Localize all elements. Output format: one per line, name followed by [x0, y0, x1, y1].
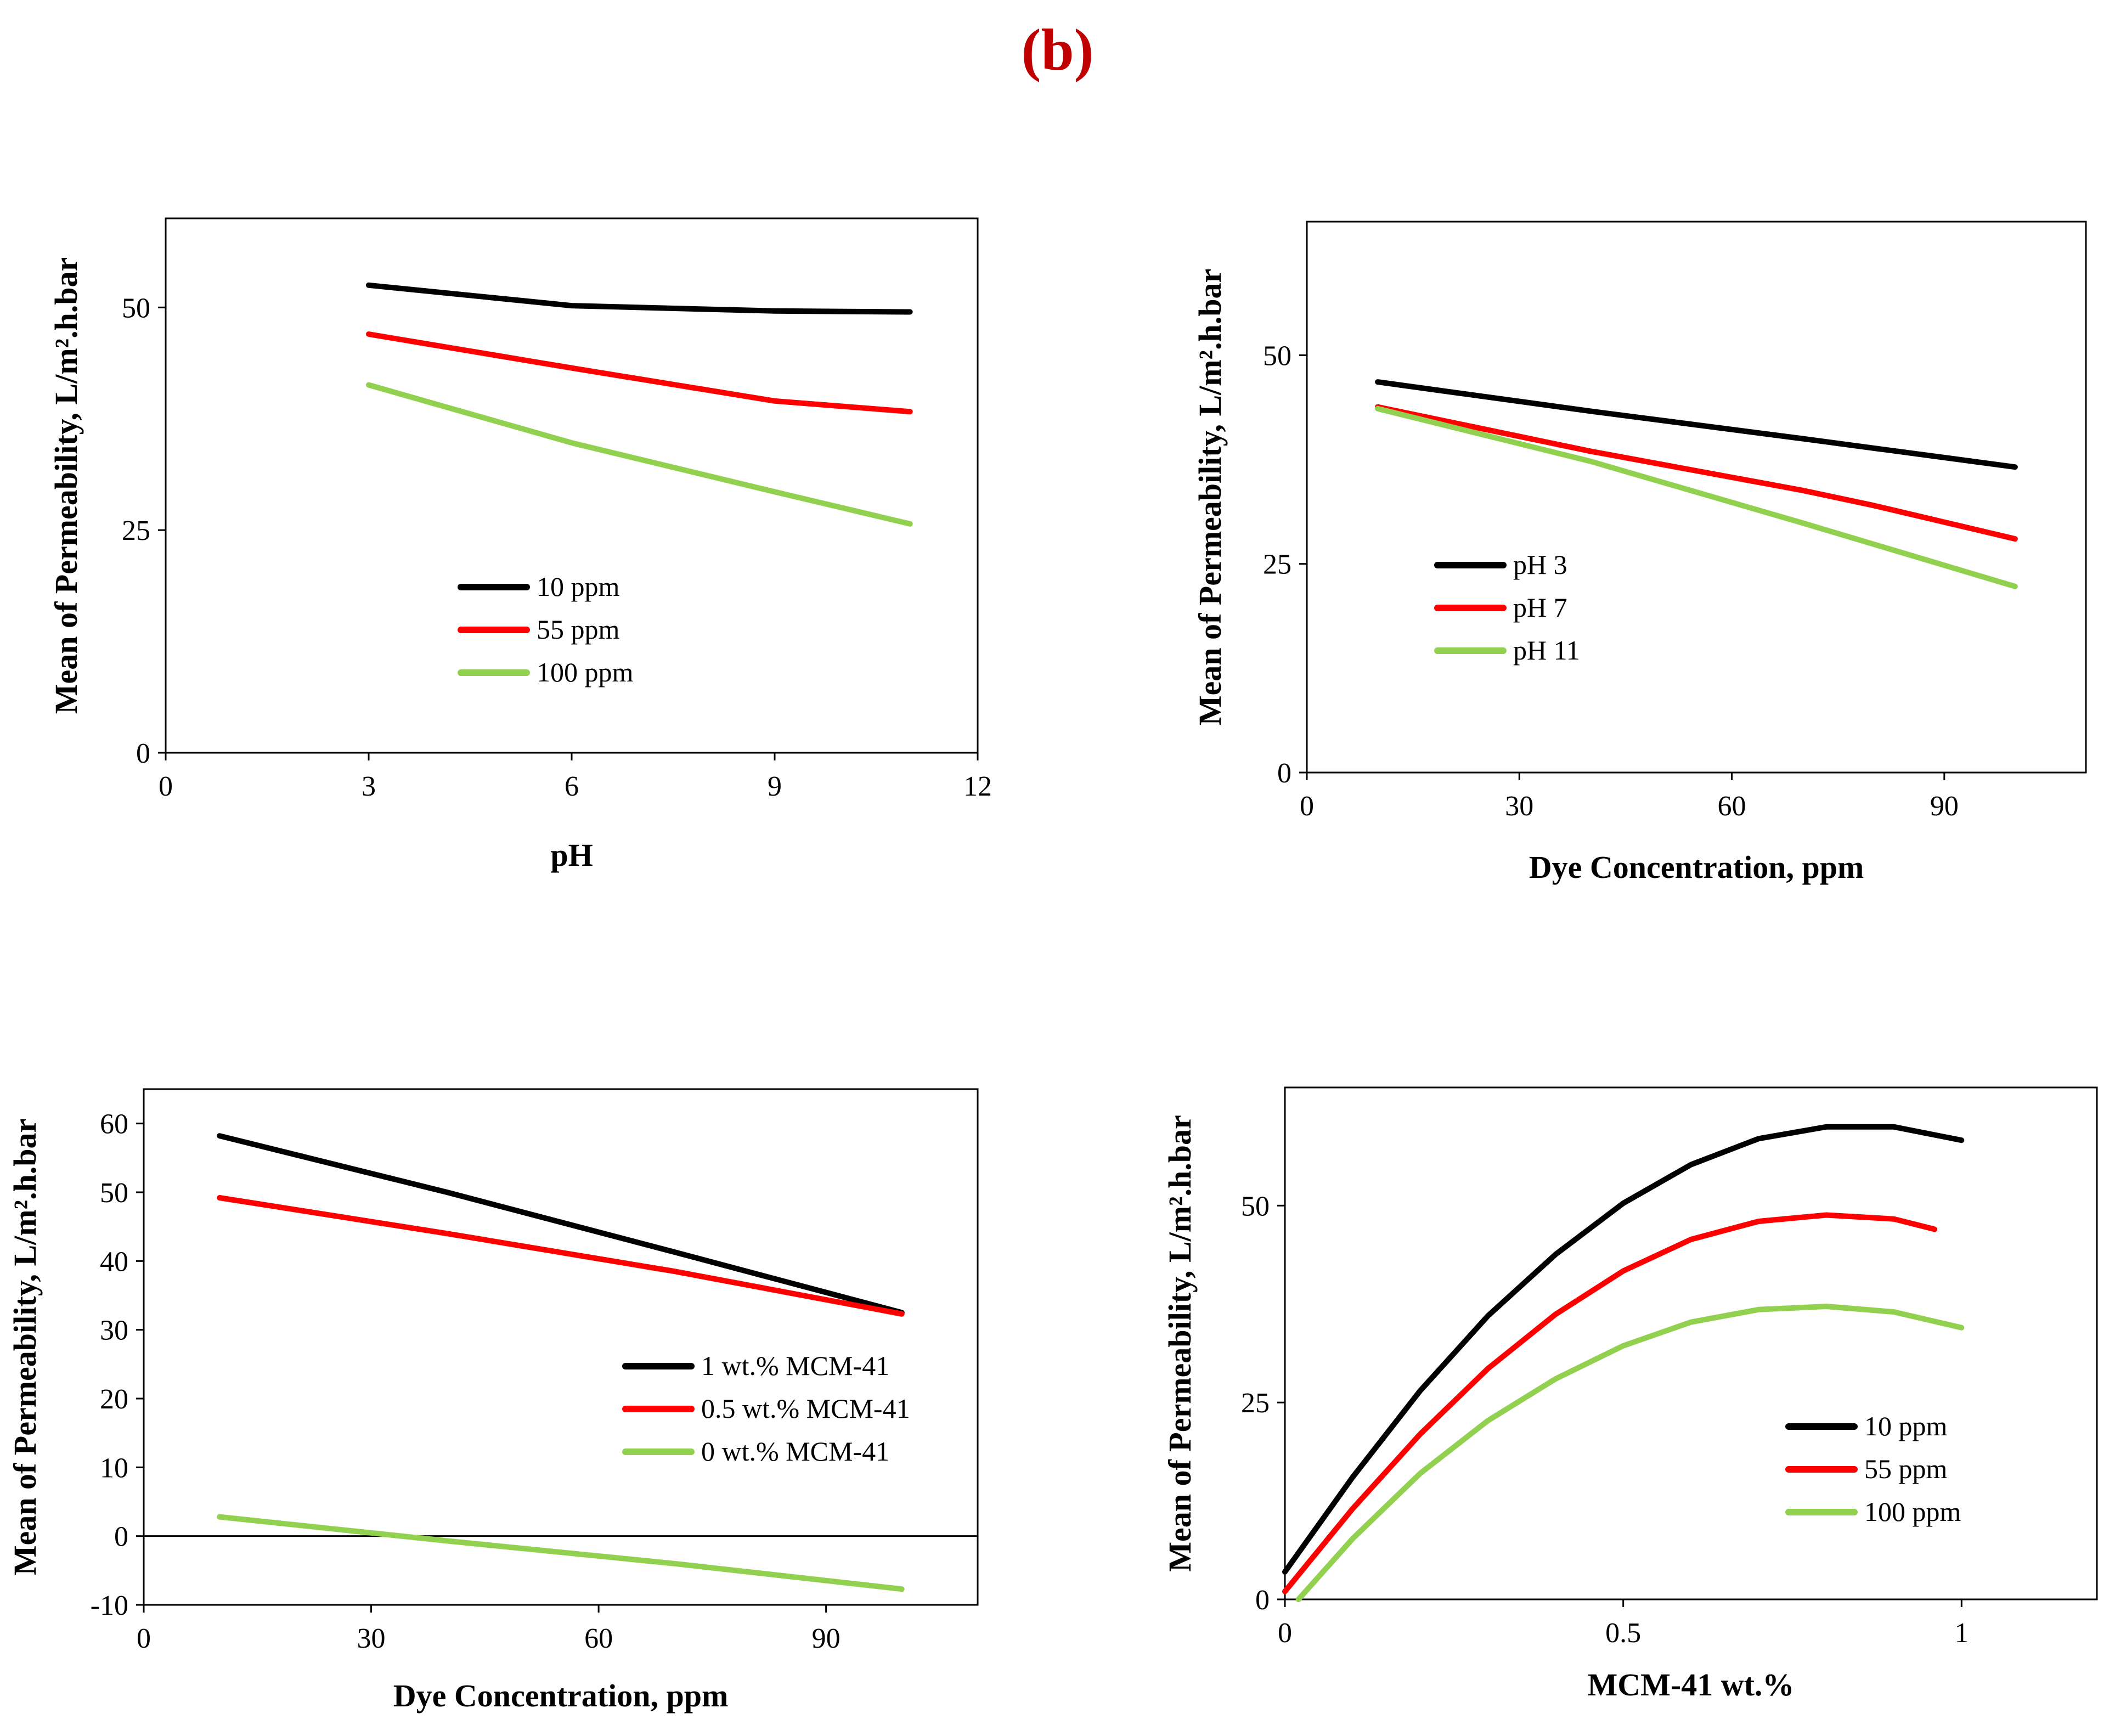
y-tick-label: 40 — [100, 1246, 128, 1277]
legend-label: pH 3 — [1513, 549, 1567, 580]
x-tick-label: 30 — [357, 1623, 386, 1654]
series-line-1 — [1282, 1124, 1965, 1575]
y-tick-label: 25 — [1241, 1388, 1270, 1419]
x-axis-title: Dye Concentration, ppm — [393, 1678, 729, 1714]
y-tick-label: 10 — [100, 1452, 128, 1484]
series-line-1 — [217, 1133, 905, 1316]
chart-panel-2: 0 30 60 90 0 25 50 Dye Concentration, ppm Mean o… — [1192, 221, 2087, 885]
y-tick-label: 0 — [136, 738, 150, 769]
legend-label: 55 ppm — [1864, 1453, 1948, 1484]
y-axis-title: Mean of Permeability, L/m².h.bar — [1162, 1115, 1198, 1572]
legend-label: 100 ppm — [1864, 1496, 1961, 1527]
series-line-2 — [217, 1195, 905, 1317]
chart-panel-3: 0 30 60 90 -10 0 10 20 30 40 50 60 Dye Concentration… — [7, 1088, 979, 1714]
x-axis-title: Dye Concentration, ppm — [1529, 849, 1864, 885]
y-tick-label: 25 — [1263, 549, 1291, 580]
x-tick-label: 30 — [1505, 791, 1533, 822]
y-tick-label: 50 — [122, 292, 150, 324]
figure-label: (b) — [1021, 18, 1094, 83]
x-tick-label: 0 — [1278, 1617, 1292, 1649]
y-tick-label: -10 — [91, 1590, 128, 1621]
chart-panel-1: 0 3 6 9 12 0 25 50 pH Mean of Permeability, L/m².… — [48, 217, 992, 873]
x-tick-label: 60 — [1718, 791, 1746, 822]
series-line-3 — [217, 1514, 905, 1592]
y-tick-label: 20 — [100, 1384, 128, 1415]
legend-label: 0.5 wt.% MCM-41 — [701, 1393, 910, 1424]
plot-frame — [143, 1088, 979, 1606]
series-line-1 — [1375, 379, 2018, 470]
series-line-3 — [1375, 405, 2018, 589]
x-tick-label: 1 — [1954, 1617, 1969, 1649]
y-tick-label: 0 — [1277, 758, 1291, 789]
y-tick-label: 25 — [122, 515, 150, 546]
legend-label: 10 ppm — [537, 571, 620, 602]
series-line-1 — [366, 282, 913, 315]
x-tick-label: 3 — [362, 771, 376, 802]
series-line-3 — [366, 382, 913, 527]
legend-label: 1 wt.% MCM-41 — [701, 1350, 889, 1381]
y-tick-label: 0 — [114, 1521, 128, 1553]
y-tick-label: 50 — [1241, 1191, 1270, 1222]
series-line-2 — [366, 331, 913, 415]
x-tick-label: 0 — [1300, 791, 1314, 822]
legend-label: 10 ppm — [1864, 1411, 1948, 1441]
y-axis-title: Mean of Permeability, L/m².h.bar — [7, 1119, 43, 1576]
x-axis-title: pH — [550, 837, 593, 873]
series-line-2 — [1282, 1212, 1937, 1594]
series-line-3 — [1295, 1304, 1965, 1602]
x-tick-label: 90 — [812, 1623, 841, 1654]
legend-label: pH 7 — [1513, 592, 1567, 623]
y-axis-title: Mean of Permeability, L/m².h.bar — [48, 257, 84, 714]
legend-label: 55 ppm — [537, 614, 620, 645]
y-tick-label: 30 — [100, 1315, 128, 1346]
y-axis-title: Mean of Permeability, L/m².h.bar — [1192, 269, 1228, 726]
x-tick-label: 90 — [1930, 791, 1959, 822]
legend-label: 0 wt.% MCM-41 — [701, 1436, 889, 1467]
y-tick-label: 50 — [100, 1177, 128, 1209]
x-tick-label: 60 — [584, 1623, 613, 1654]
x-tick-label: 12 — [963, 771, 992, 802]
series-line-2 — [1375, 404, 2018, 542]
x-tick-label: 0 — [159, 771, 173, 802]
y-tick-label: 50 — [1263, 340, 1291, 371]
chart-panel-4: 0 0.5 1 0 25 50 MCM-41 wt.% Mean of Permeabilit… — [1162, 1086, 2098, 1703]
y-tick-label: 60 — [100, 1109, 128, 1140]
x-tick-label: 0 — [137, 1623, 151, 1654]
x-axis-title: MCM-41 wt.% — [1588, 1667, 1795, 1703]
legend-label: 100 ppm — [537, 657, 634, 687]
x-tick-label: 0.5 — [1605, 1617, 1641, 1649]
plot-frame — [1306, 221, 2087, 774]
plot-frame — [1284, 1086, 2098, 1600]
legend-label: pH 11 — [1513, 635, 1580, 666]
x-tick-label: 9 — [768, 771, 782, 802]
y-tick-label: 0 — [1255, 1585, 1270, 1616]
x-tick-label: 6 — [565, 771, 579, 802]
